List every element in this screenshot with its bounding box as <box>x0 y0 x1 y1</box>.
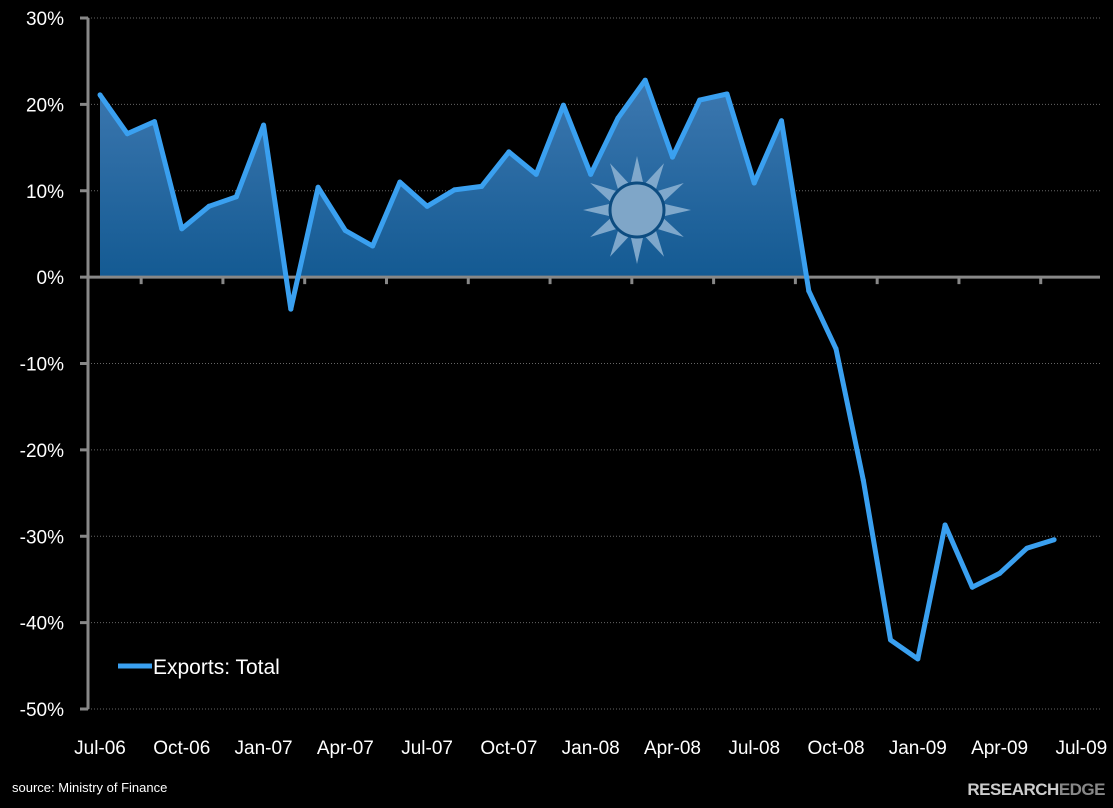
sun-ray <box>657 218 684 237</box>
data-point <box>1051 537 1057 543</box>
x-tick-label: Apr-07 <box>317 738 374 759</box>
data-point <box>642 77 648 83</box>
sun-ray <box>610 163 629 190</box>
y-tick-label: -10% <box>20 355 64 376</box>
y-tick-label: 10% <box>26 182 64 203</box>
legend-label: Exports: Total <box>153 656 280 679</box>
series-line-exports-total <box>97 77 1055 662</box>
data-point <box>615 115 621 121</box>
sun-ray <box>630 237 644 264</box>
sun-ray <box>645 230 664 257</box>
x-tick-label: Jan-07 <box>235 738 293 759</box>
data-point <box>751 180 757 186</box>
axes <box>80 16 1100 711</box>
y-tick-label: -30% <box>20 527 64 548</box>
data-point <box>779 118 784 124</box>
data-point <box>506 149 512 155</box>
data-point <box>370 243 376 249</box>
data-point <box>724 91 730 97</box>
y-tick-label: -40% <box>20 614 64 635</box>
data-point <box>288 306 294 312</box>
data-point <box>261 122 267 128</box>
x-tick-label: Apr-08 <box>644 738 701 759</box>
sun-emblem-icon <box>583 156 691 264</box>
sun-ray <box>630 156 644 183</box>
y-tick-label: 0% <box>37 268 65 289</box>
x-tick-label: Jul-06 <box>74 738 126 759</box>
y-tick-label: 30% <box>26 9 64 30</box>
data-point <box>233 194 239 200</box>
data-point <box>424 203 430 209</box>
data-point <box>806 288 812 294</box>
source-note: source: Ministry of Finance <box>12 780 168 795</box>
data-point <box>533 171 539 177</box>
x-tick-label: Apr-09 <box>971 738 1028 759</box>
sun-ray <box>590 218 617 237</box>
data-point <box>479 183 485 189</box>
sun-disc <box>608 181 666 239</box>
data-point <box>152 119 158 125</box>
data-point <box>915 656 921 662</box>
data-point <box>1024 545 1030 551</box>
data-point <box>942 522 948 528</box>
research-edge-logo: RESEARCHEDGE <box>967 780 1105 799</box>
data-point <box>588 171 594 177</box>
data-point <box>342 227 348 233</box>
x-tick-label: Jul-07 <box>401 738 453 759</box>
y-tick-label: -20% <box>20 441 64 462</box>
data-point <box>315 184 321 190</box>
data-point <box>560 102 566 108</box>
data-point <box>888 637 894 643</box>
sun-ray <box>583 203 610 217</box>
y-tick-label: 20% <box>26 95 64 116</box>
data-point <box>179 226 185 232</box>
data-point <box>969 584 975 590</box>
data-point <box>451 187 457 193</box>
data-point <box>97 92 103 98</box>
data-point <box>397 179 403 185</box>
y-tick-label: -50% <box>20 700 64 721</box>
sun-ray <box>610 230 629 257</box>
sun-ray <box>664 203 691 217</box>
x-tick-label: Jul-08 <box>728 738 780 759</box>
data-point <box>697 97 703 103</box>
x-tick-label: Oct-06 <box>153 738 210 759</box>
x-tick-label: Jan-09 <box>889 738 947 759</box>
positive-area-fill <box>100 80 807 277</box>
data-point <box>833 346 839 352</box>
data-point <box>669 154 675 160</box>
x-tick-label: Jan-08 <box>562 738 620 759</box>
gridlines <box>88 17 1100 710</box>
x-tick-label: Oct-08 <box>808 738 865 759</box>
sun-ray <box>590 183 617 202</box>
data-point <box>997 570 1003 576</box>
sun-ray <box>657 183 684 202</box>
data-point <box>206 203 212 209</box>
data-point <box>124 131 130 137</box>
data-point <box>860 477 866 483</box>
sun-ray <box>645 163 664 190</box>
legend: Exports: Total <box>118 656 280 679</box>
x-tick-label: Oct-07 <box>480 738 537 759</box>
x-tick-label: Jul-09 <box>1055 738 1107 759</box>
